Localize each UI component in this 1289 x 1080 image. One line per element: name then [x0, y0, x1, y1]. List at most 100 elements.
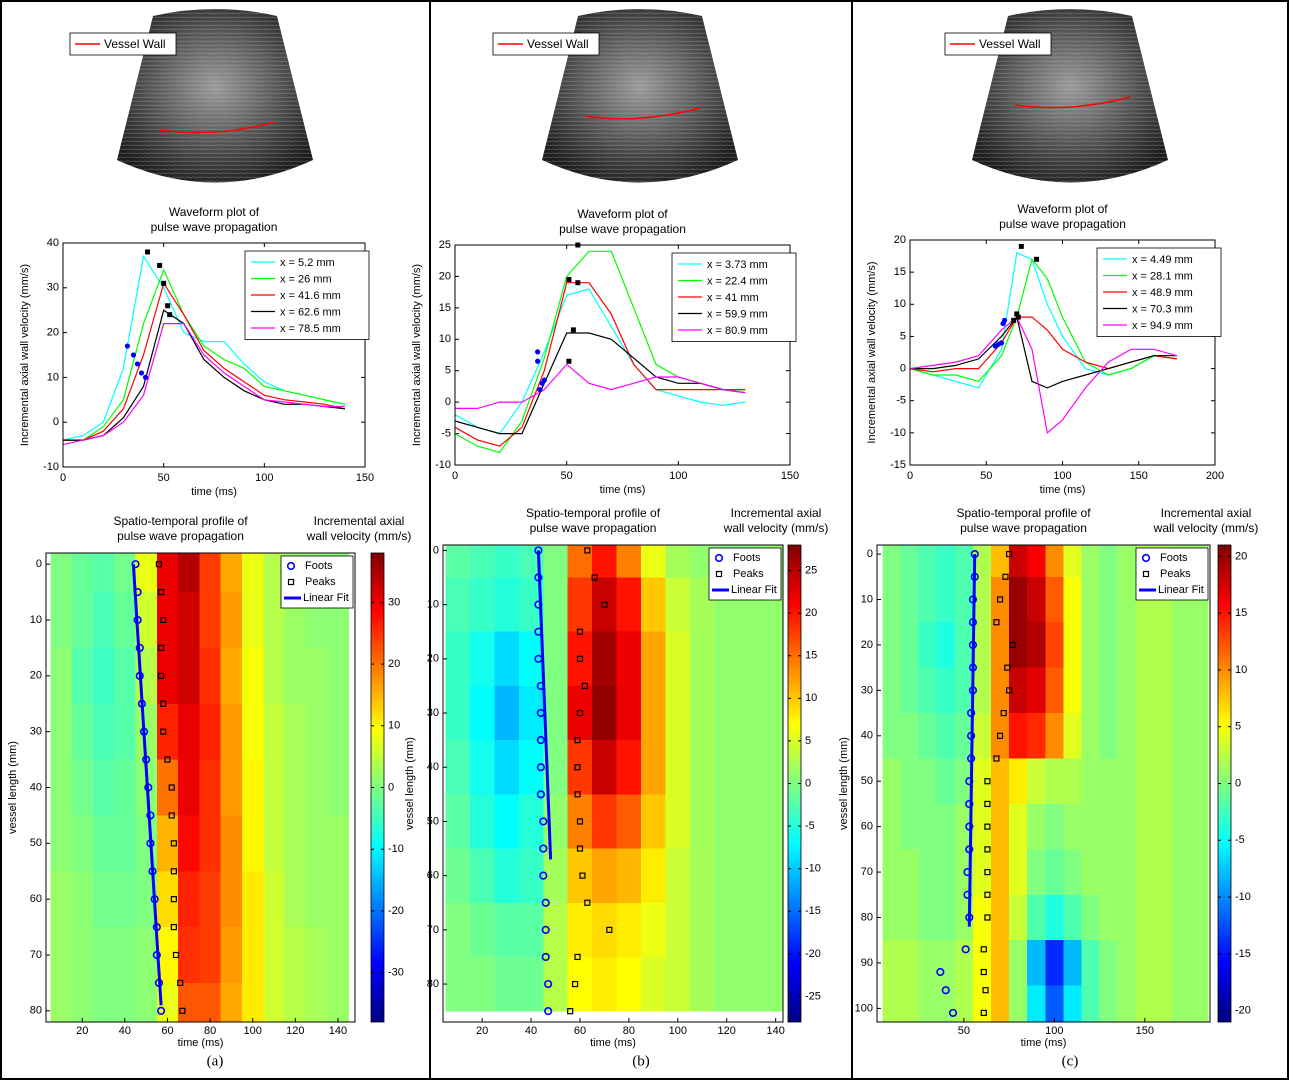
heatmap-cell [71, 759, 94, 816]
heatmap-cell [469, 631, 495, 687]
heatmap-cell [1153, 894, 1173, 941]
heatmap-cell [690, 631, 716, 687]
heatmap-cell [714, 685, 740, 741]
foot-marker [539, 817, 548, 826]
legend-label: x = 70.3 mm [1132, 303, 1193, 315]
heatmap-cell [305, 927, 328, 984]
heatmap-cell [954, 545, 974, 578]
peak-marker [576, 845, 584, 852]
heatmap-cell [1009, 713, 1028, 760]
heatmap-cell [114, 759, 137, 816]
x-tick-label: 100 [1045, 1025, 1063, 1037]
heatmap-cell [641, 685, 667, 741]
heatmap-cell [445, 631, 471, 687]
heatmap-cell [991, 849, 1010, 896]
heatmap-cell [1045, 622, 1064, 669]
heatmap-cell [114, 553, 137, 593]
heatmap-cell [1135, 758, 1155, 805]
heatmap-cell [714, 794, 740, 850]
heatmap-cell [469, 794, 495, 850]
peak-marker [170, 923, 177, 931]
heatmap-cell [50, 647, 73, 705]
heatmap-cell [1027, 622, 1046, 669]
foot-marker [961, 945, 970, 954]
waveform-line [63, 309, 345, 441]
heatmap-cell [71, 553, 94, 593]
foot-marker [150, 895, 159, 904]
foot-marker [965, 799, 974, 809]
heatmap-cell [135, 982, 158, 1022]
y-tick-label: 60 [861, 821, 873, 833]
heatmap-cell [50, 982, 73, 1022]
heatmap-cell [1063, 545, 1083, 578]
heatmap-cell [738, 956, 764, 1012]
heatmap-cell [592, 685, 618, 741]
heatmap-cell [714, 631, 740, 687]
heatmap-cell [469, 545, 495, 579]
heatmap-cell [882, 667, 902, 714]
heatmap-cell [242, 647, 264, 705]
chart-title: Spatio-temporal profile of [113, 514, 248, 528]
peak-marker [157, 588, 165, 596]
heatmap-cell [135, 703, 158, 761]
foot-marker [130, 352, 137, 358]
legend-label: x = 26 mm [280, 273, 332, 285]
heatmap-cell [954, 622, 974, 669]
heatmap-cell [1099, 713, 1119, 760]
heatmap-cell [305, 703, 328, 761]
foot-marker [156, 1006, 166, 1015]
heatmap-cell [1063, 849, 1083, 896]
heatmap-cell [114, 592, 137, 649]
x-tick-label: 140 [329, 1025, 347, 1037]
y-tick-label: -5 [896, 395, 906, 407]
heatmap-cell [1027, 545, 1046, 578]
heatmap-cell [1063, 576, 1083, 623]
heatmap-cell [763, 794, 783, 850]
y-tick-label: 30 [30, 726, 42, 738]
heatmap-cell [494, 631, 520, 687]
colorbar-tick-label: 5 [1235, 721, 1241, 733]
heatmap-cell [1081, 622, 1101, 669]
y-tick-label: 10 [47, 371, 59, 383]
heatmap-cell [156, 815, 179, 872]
heatmap-cell [882, 849, 902, 896]
legend-label: Linear Fit [731, 584, 777, 596]
chart-title: Spatio-temporal profile of [526, 506, 661, 520]
x-tick-label: 100 [255, 472, 273, 484]
foot-marker [534, 546, 543, 555]
heatmap-cell [178, 815, 200, 872]
heatmap-cell [518, 631, 544, 687]
heatmap-cell [616, 848, 642, 904]
peak-marker [984, 778, 991, 785]
heatmap-cell [690, 902, 716, 958]
heatmap-cell [616, 956, 642, 1012]
x-tick-label: 0 [60, 472, 66, 484]
heatmap-cell [1063, 985, 1083, 1022]
foot-marker [968, 663, 978, 672]
legend-label: x = 94.9 mm [1132, 320, 1193, 332]
heatmap-cell [263, 815, 286, 872]
heatmap-cell [92, 815, 115, 872]
heatmap-cell [1081, 940, 1101, 987]
heatmap-cell [918, 758, 938, 805]
heatmap-cell [714, 848, 740, 904]
heatmap-cell [1153, 667, 1173, 714]
heatmap-cell [1063, 894, 1083, 941]
heatmap-cell [327, 871, 350, 928]
heatmap-cell [616, 577, 642, 633]
x-axis-label: time (ms) [1040, 484, 1086, 496]
foot-marker [134, 361, 141, 367]
heatmap-cell [1117, 985, 1137, 1022]
y-tick-label: 70 [30, 949, 42, 961]
chart-title: pulse wave propagation [151, 220, 278, 234]
heatmap-cell [972, 576, 992, 623]
chart-title: Spatio-temporal profile of [956, 506, 1091, 520]
heatmap-cell [592, 577, 618, 633]
heatmap-cell [900, 803, 920, 850]
heatmap-cell [690, 740, 716, 795]
heatmap-cell [900, 849, 920, 896]
heatmap-cell [900, 576, 920, 623]
heatmap-cell [936, 894, 956, 941]
heatmap-cell [1045, 545, 1064, 578]
heatmap-cell [1153, 713, 1173, 760]
